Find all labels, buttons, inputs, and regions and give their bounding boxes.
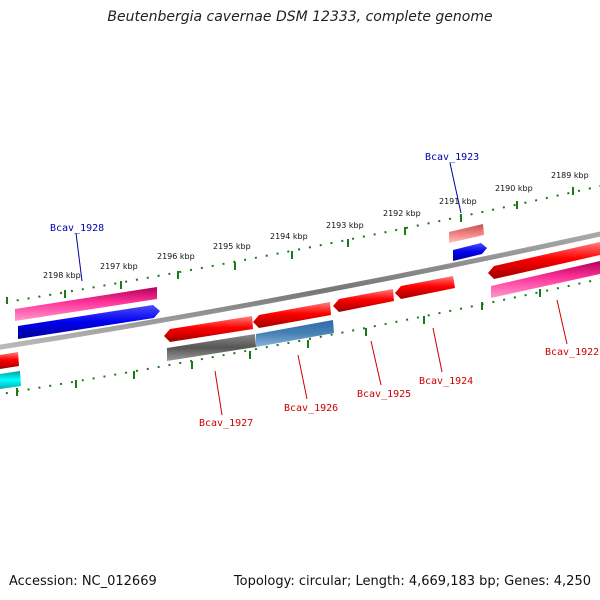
reverse-gene-left-edge[interactable] [0, 352, 19, 369]
scale-label: 2189 kbp [551, 171, 589, 180]
label-leader-line [432, 327, 443, 373]
gene-label-bcav-1922[interactable]: Bcav_1922 [545, 347, 599, 358]
outer-scale-axis [0, 185, 600, 305]
reverse-gene-bcav-1926-steel[interactable] [256, 320, 334, 347]
reverse-gene-bcav-1925[interactable] [333, 289, 394, 312]
forward-gene-pink[interactable] [15, 287, 157, 321]
label-leader-line [214, 370, 223, 416]
reverse-gene-bcav-1926[interactable] [253, 302, 331, 328]
inner-scale-axis [0, 278, 600, 396]
scale-label: 2192 kbp [383, 209, 421, 218]
forward-gene-bcav-1923[interactable] [453, 243, 487, 261]
label-leader-line [370, 340, 382, 386]
scale-label: 2197 kbp [100, 262, 138, 271]
label-leader-line [75, 232, 83, 282]
label-leader-line [297, 354, 308, 400]
scale-label: 2190 kbp [495, 184, 533, 193]
map-title: Beutenbergia cavernae DSM 12333, complet… [107, 9, 493, 25]
scale-label: 2196 kbp [157, 252, 195, 261]
gene-label-bcav-1924[interactable]: Bcav_1924 [419, 376, 473, 387]
scale-label: 2191 kbp [439, 197, 477, 206]
reverse-gene-bcav-1924[interactable] [395, 276, 455, 299]
forward-gene-bcav-1928[interactable] [18, 305, 160, 339]
reverse-gene-bcav-1922-pink[interactable] [491, 261, 600, 298]
forward-gene-bcav-1923-salmon[interactable] [449, 224, 484, 243]
label-leader-line [449, 162, 462, 214]
gene-label-bcav-1923[interactable]: Bcav_1923 [425, 152, 479, 163]
genome-stats-label: Topology: circular; Length: 4,669,183 bp… [233, 574, 591, 589]
reverse-gene-bcav-1927-gray[interactable] [167, 334, 256, 361]
label-leader-line [556, 299, 568, 345]
scale-label: 2195 kbp [213, 242, 251, 251]
scale-label: 2193 kbp [326, 221, 364, 230]
accession-label: Accession: NC_012669 [9, 574, 157, 589]
reverse-gene-cyan[interactable] [0, 371, 21, 389]
gene-label-bcav-1926[interactable]: Bcav_1926 [284, 403, 338, 414]
scale-label: 2194 kbp [270, 232, 308, 241]
reverse-gene-bcav-1922[interactable] [488, 242, 600, 279]
gene-label-bcav-1927[interactable]: Bcav_1927 [199, 418, 253, 429]
gene-label-bcav-1925[interactable]: Bcav_1925 [357, 389, 411, 400]
genome-backbone [0, 231, 600, 350]
gene-label-bcav-1928[interactable]: Bcav_1928 [50, 223, 104, 234]
reverse-gene-bcav-1927[interactable] [164, 316, 253, 342]
scale-label: 2198 kbp [43, 271, 81, 280]
